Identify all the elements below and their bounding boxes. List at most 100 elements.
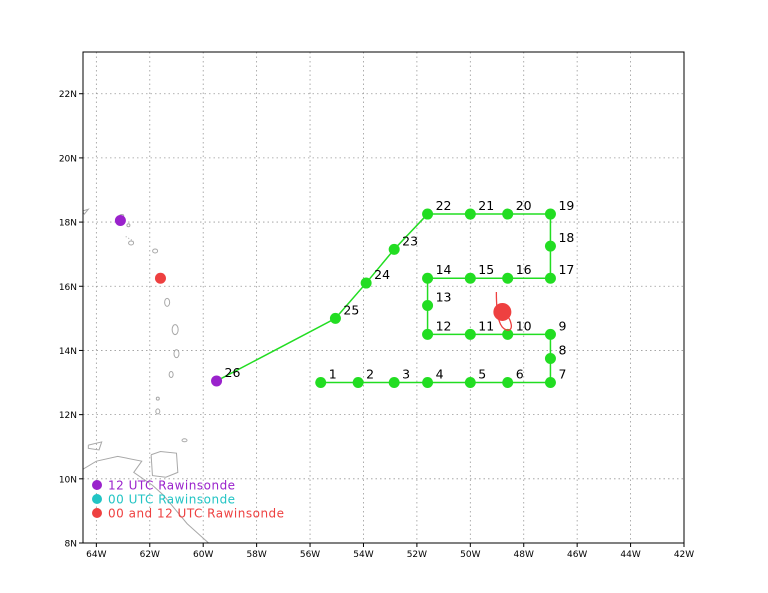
track-point-label: 24	[374, 267, 390, 282]
rawinsonde-station-marker	[114, 214, 126, 226]
island-outline	[168, 371, 174, 379]
track-point	[422, 272, 434, 284]
legend-marker	[92, 494, 102, 504]
track-point-label: 14	[436, 262, 452, 277]
track-point-label: 6	[516, 367, 524, 382]
island-outline	[87, 441, 103, 451]
track-point-label: 20	[516, 198, 532, 213]
track-point	[502, 377, 514, 389]
track-point-label: 25	[343, 302, 359, 317]
track-point	[422, 300, 434, 312]
legend-label: 12 UTC Rawinsonde	[108, 479, 236, 493]
track-point-label: 22	[436, 198, 452, 213]
x-tick-label: 54W	[353, 550, 373, 560]
track-point	[388, 377, 400, 389]
track-point-label: 13	[436, 290, 452, 305]
y-tick-label: 14N	[59, 347, 77, 357]
island-outline	[155, 396, 160, 401]
x-tick-label: 42W	[674, 550, 694, 560]
track-point-label: 17	[558, 262, 574, 277]
legend-label: 00 and 12 UTC Rawinsonde	[108, 507, 285, 521]
trinidad-outline	[150, 451, 179, 478]
track-point-label: 4	[436, 367, 444, 382]
track-point-label: 10	[516, 318, 532, 333]
track-point	[422, 208, 434, 220]
track-point	[544, 208, 556, 220]
island-outline	[128, 240, 135, 246]
legend-label: 00 UTC Rawinsonde	[108, 493, 236, 507]
island-outline	[155, 408, 161, 415]
track-point	[464, 328, 476, 340]
track-point-label: 2	[366, 367, 374, 382]
island-outline	[181, 438, 188, 443]
track-point-label: 26	[225, 365, 241, 380]
track-point-label: 1	[329, 367, 337, 382]
track-point-label: 9	[558, 318, 566, 333]
track-point	[544, 377, 556, 389]
track-point	[329, 312, 341, 324]
track-point	[502, 328, 514, 340]
y-tick-label: 16N	[59, 283, 77, 293]
track-point	[352, 377, 364, 389]
track-point	[315, 377, 327, 389]
x-tick-label: 60W	[193, 550, 213, 560]
track-point	[502, 208, 514, 220]
legend-marker	[92, 508, 102, 518]
track-point-label: 21	[478, 198, 494, 213]
x-tick-label: 52W	[407, 550, 427, 560]
x-tick-label: 44W	[620, 550, 640, 560]
rawinsonde-stations	[114, 214, 223, 387]
x-tick-label: 64W	[86, 550, 106, 560]
coastlines	[83, 208, 210, 543]
track-point	[464, 377, 476, 389]
axis-ticks: 64W 62W 60W 58W 56W 54W 52W 50W 48W 46W 44W 42W8N10…	[59, 90, 694, 560]
grid-lines	[83, 52, 684, 543]
track-point	[360, 277, 372, 289]
track-point	[422, 377, 434, 389]
island-outline	[126, 223, 131, 228]
legend-marker	[92, 480, 102, 490]
plot-frame	[82, 51, 685, 544]
south-america-coast	[83, 455, 210, 543]
track-point	[544, 272, 556, 284]
track-point-label: 15	[478, 262, 494, 277]
track-point-label: 11	[478, 318, 494, 333]
island-outline	[83, 208, 90, 215]
x-tick-label: 62W	[140, 550, 160, 560]
y-tick-label: 22N	[59, 90, 77, 100]
track-point	[544, 352, 556, 364]
track-point	[502, 272, 514, 284]
track-point	[544, 240, 556, 252]
track-point-label: 23	[402, 233, 418, 248]
x-tick-label: 46W	[567, 550, 587, 560]
track-point-label: 8	[558, 342, 566, 357]
rawinsonde-station-marker	[154, 272, 166, 284]
track-point	[464, 208, 476, 220]
storm-center	[493, 291, 512, 331]
island-outline	[171, 324, 179, 336]
x-tick-label: 56W	[300, 550, 320, 560]
track-point-label: 12	[436, 318, 452, 333]
rawinsonde-station-marker	[211, 375, 223, 387]
track-line	[216, 213, 552, 384]
y-tick-label: 20N	[59, 154, 77, 164]
y-tick-label: 18N	[59, 219, 77, 229]
track-point	[388, 243, 400, 255]
storm-center-marker	[493, 302, 512, 321]
track-point-label: 16	[516, 262, 532, 277]
y-tick-label: 10N	[59, 475, 77, 485]
island-outline	[164, 297, 171, 307]
track-point-label: 5	[478, 367, 486, 382]
x-tick-label: 50W	[460, 550, 480, 560]
track-point-label: 3	[402, 367, 410, 382]
track-point	[544, 328, 556, 340]
island-outline	[152, 248, 159, 254]
x-tick-label: 58W	[246, 550, 266, 560]
island-outline	[173, 349, 180, 359]
y-tick-label: 8N	[65, 540, 77, 550]
track-point-label: 18	[558, 230, 574, 245]
track-point	[422, 328, 434, 340]
